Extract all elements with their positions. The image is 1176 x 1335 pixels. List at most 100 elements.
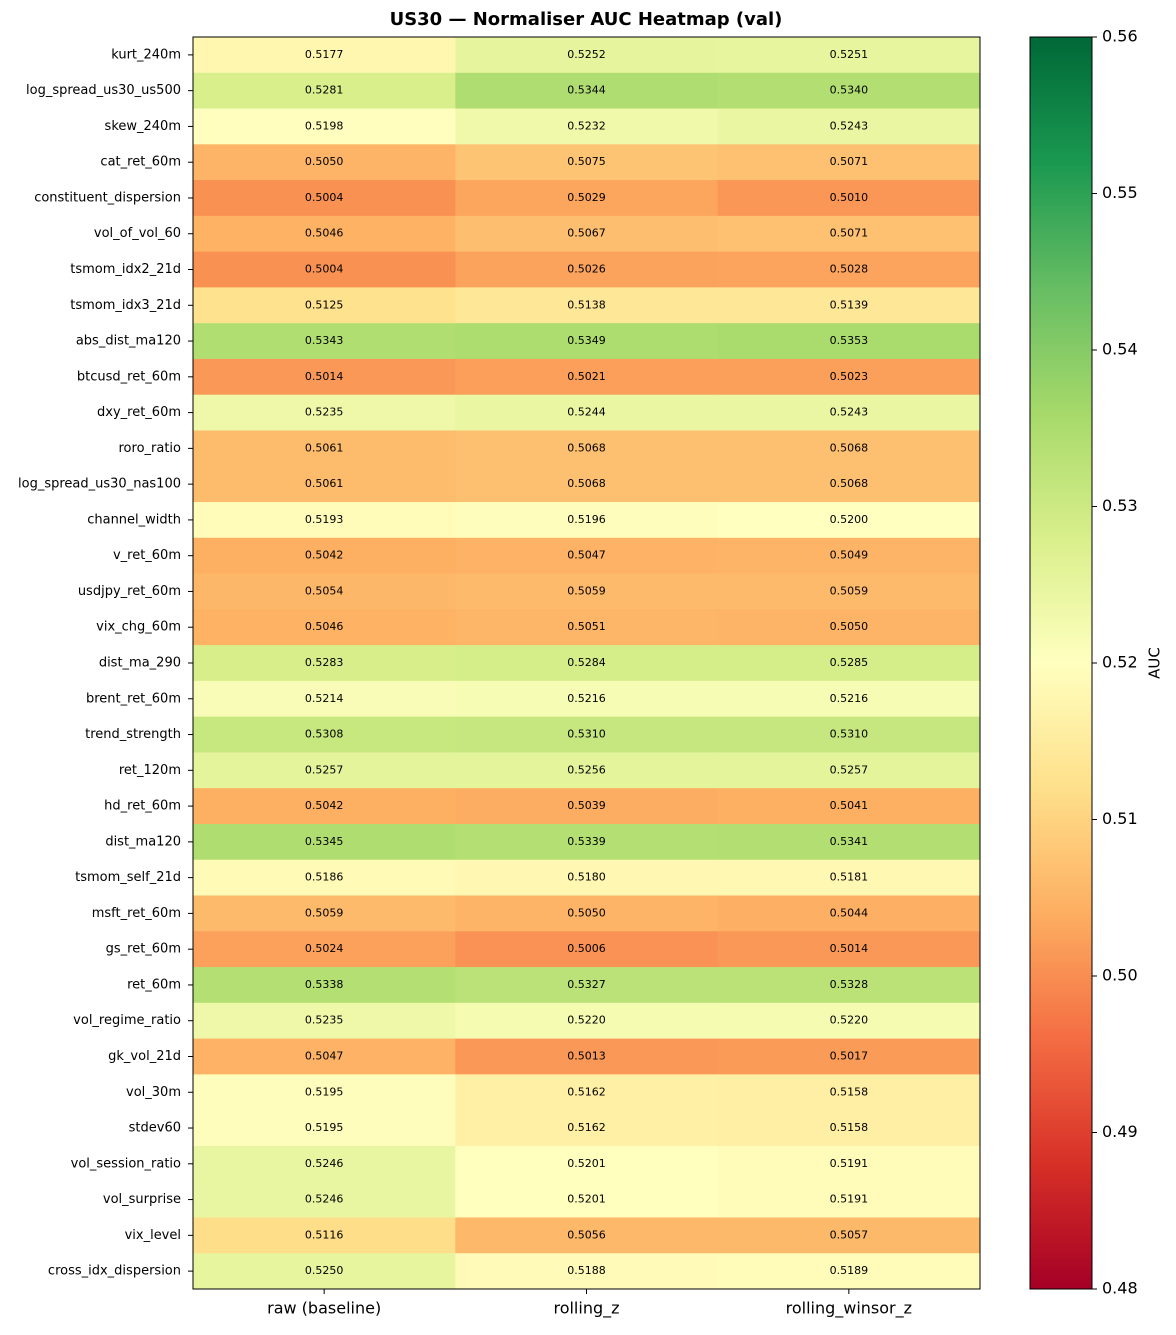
row-label: ret_60m [127,977,181,992]
cell-label: 0.5050 [830,620,869,633]
cell-label: 0.5061 [305,477,344,490]
row-label: vix_chg_60m [96,620,181,635]
row-label: kurt_240m [111,47,181,62]
cell-label: 0.5243 [830,406,869,419]
heatmap-cell [193,37,456,74]
heatmap-cell [193,573,456,610]
heatmap-cell [717,502,981,539]
row-label: v_ret_60m [113,548,181,563]
heatmap-cell [193,1002,456,1040]
heatmap-cell [717,859,981,897]
x-tick-label: rolling_winsor_z [786,1299,912,1319]
cell-label: 0.5042 [305,799,344,812]
heatmap-cell [717,1217,981,1254]
cell-label: 0.5339 [567,835,606,848]
heatmap-cell [193,144,456,181]
heatmap-cell [193,430,456,467]
row-label: cross_idx_dispersion [48,1264,181,1279]
row-label: constituent_dispersion [34,190,181,205]
heatmap-cell [455,1002,719,1040]
heatmap-cell [455,37,719,74]
cell-label: 0.5193 [305,513,344,526]
cell-label: 0.5340 [830,84,869,97]
cell-label: 0.5343 [305,334,344,347]
heatmap-cell [193,108,456,145]
heatmap-cell [717,680,981,718]
cell-label: 0.5214 [305,692,344,705]
heatmap-cell [455,1038,719,1075]
cell-label: 0.5195 [305,1121,344,1134]
heatmap-cell [717,823,981,861]
row-label: ret_120m [119,763,181,778]
cell-label: 0.5345 [305,835,344,848]
heatmap-cell [193,1110,456,1147]
heatmap-cell [455,323,719,360]
heatmap-cell [193,287,456,324]
cell-label: 0.5216 [567,692,606,705]
heatmap-cell [717,1253,981,1290]
cell-label: 0.5252 [567,48,606,61]
heatmap-cell [455,108,719,145]
cell-label: 0.5181 [830,871,869,884]
heatmap-cell [717,144,981,181]
x-tick-label: raw (baseline) [267,1299,381,1318]
row-label: tsmom_self_21d [75,870,181,885]
cell-label: 0.5201 [567,1157,606,1170]
heatmap-cell [717,609,981,646]
heatmap-cell [193,823,456,861]
cell-label: 0.5010 [830,191,869,204]
colorbar-tick-label: 0.52 [1102,653,1138,672]
heatmap-cell [717,1181,981,1218]
row-label: tsmom_idx3_21d [70,298,181,313]
heatmap-cell [717,931,981,968]
heatmap-cell [193,537,456,575]
cell-label: 0.5024 [305,942,344,955]
colorbar-tick-label: 0.51 [1102,809,1138,828]
cell-label: 0.5014 [305,370,344,383]
heatmap-cell [193,895,456,932]
heatmap-cell [193,358,456,396]
row-label: msft_ret_60m [92,906,181,921]
cell-label: 0.5310 [830,728,869,741]
x-tick-label: rolling_z [553,1299,619,1319]
row-label: usdjpy_ret_60m [78,584,181,599]
heatmap-cell [193,609,456,646]
heatmap-cell [455,251,719,288]
cell-label: 0.5338 [305,978,344,991]
heatmap-cell [717,716,981,753]
cell-label: 0.5017 [830,1049,869,1062]
cell-label: 0.5071 [830,227,869,240]
cell-label: 0.5327 [567,978,606,991]
cell-label: 0.5232 [567,119,606,132]
row-label: abs_dist_ma120 [76,334,181,349]
cell-label: 0.5244 [567,406,606,419]
heatmap-cell [455,895,719,932]
cell-label: 0.5188 [567,1264,606,1277]
cell-label: 0.5068 [567,441,606,454]
cell-label: 0.5050 [567,906,606,919]
colorbar-tick-label: 0.55 [1102,183,1138,202]
heatmap-cell [193,1145,456,1183]
heatmap-cell [193,931,456,968]
heatmap-cell [717,1145,981,1183]
cell-label: 0.5200 [830,513,869,526]
heatmap-cell [717,251,981,288]
heatmap-cell [193,680,456,718]
heatmap-cell [455,716,719,753]
cell-label: 0.5177 [305,48,344,61]
cell-label: 0.5026 [567,263,606,276]
heatmap-cell [193,502,456,539]
heatmap-cell [717,394,981,431]
heatmap-cell [455,967,719,1004]
cell-label: 0.5341 [830,835,869,848]
heatmap-cell [717,752,981,789]
heatmap-cell [455,573,719,610]
cell-label: 0.5310 [567,728,606,741]
row-label: btcusd_ret_60m [77,369,181,384]
cell-label: 0.5250 [305,1264,344,1277]
heatmap-cell [193,859,456,897]
cell-label: 0.5051 [567,620,606,633]
cell-label: 0.5013 [567,1049,606,1062]
cell-label: 0.5251 [830,48,869,61]
